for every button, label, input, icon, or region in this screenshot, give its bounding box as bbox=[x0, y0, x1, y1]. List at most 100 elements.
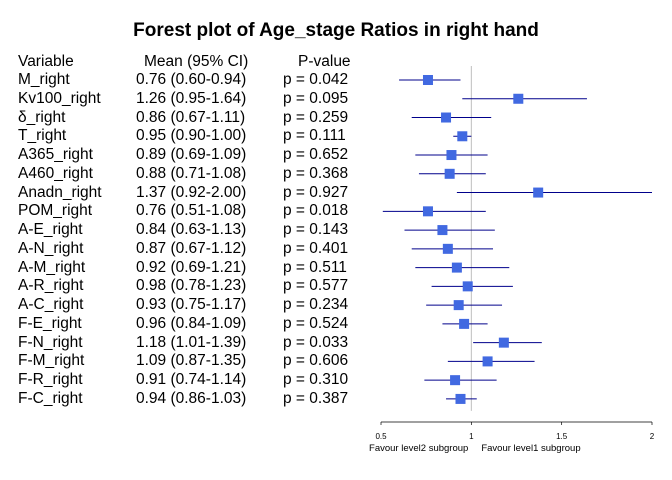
table-row: A-M_right 0.92 (0.69-1.21) p = 0.511 bbox=[0, 259, 380, 278]
point-estimate-marker bbox=[422, 206, 433, 217]
p-value-label: p = 0.234 bbox=[283, 296, 349, 314]
table-row: Kv100_right 1.26 (0.95-1.64) p = 0.095 bbox=[0, 90, 380, 109]
favour-right-label: Favour level1 subgroup bbox=[481, 443, 580, 454]
x-tick-label: 0.5 bbox=[375, 432, 387, 441]
p-value-label: p = 0.368 bbox=[283, 164, 349, 182]
x-tick-label: 1.5 bbox=[556, 432, 568, 441]
p-value-label: p = 0.042 bbox=[283, 71, 349, 88]
point-estimate-marker bbox=[462, 281, 473, 292]
p-value-label: p = 0.033 bbox=[283, 333, 349, 351]
p-value-label: p = 0.018 bbox=[283, 202, 349, 220]
mean-ci-label: 0.98 (0.78-1.23) bbox=[136, 277, 247, 295]
mean-ci-label: 1.26 (0.95-1.64) bbox=[136, 89, 247, 107]
mean-ci-label: 0.88 (0.71-1.08) bbox=[136, 164, 247, 182]
point-estimate-marker bbox=[444, 168, 455, 179]
point-estimate-marker bbox=[451, 262, 462, 273]
column-header-variable: Variable bbox=[18, 53, 74, 70]
p-value-label: p = 0.259 bbox=[283, 108, 349, 126]
point-estimate-marker bbox=[422, 75, 433, 85]
p-value-label: p = 0.524 bbox=[283, 314, 349, 332]
variable-label: A-R_right bbox=[18, 277, 84, 295]
p-value-label: p = 0.652 bbox=[283, 146, 349, 164]
p-value-label: p = 0.387 bbox=[283, 389, 349, 407]
table-row: F-E_right 0.96 (0.84-1.09) p = 0.524 bbox=[0, 315, 380, 334]
variable-label: F-M_right bbox=[18, 352, 85, 370]
mean-ci-label: 1.37 (0.92-2.00) bbox=[136, 183, 247, 201]
x-tick-label: 2 bbox=[650, 432, 655, 441]
p-value-label: p = 0.095 bbox=[283, 89, 349, 107]
table-row: POM_right 0.76 (0.51-1.08) p = 0.018 bbox=[0, 202, 380, 221]
variable-label: A-M_right bbox=[18, 258, 86, 276]
point-estimate-marker bbox=[482, 356, 493, 367]
p-value-label: p = 0.577 bbox=[283, 277, 349, 295]
variable-label: M_right bbox=[18, 71, 70, 88]
variable-label: F-E_right bbox=[18, 314, 82, 332]
mean-ci-label: 0.94 (0.86-1.03) bbox=[136, 389, 247, 407]
p-value-label: p = 0.606 bbox=[283, 352, 349, 370]
point-estimate-marker bbox=[450, 375, 461, 386]
p-value-label: p = 0.143 bbox=[283, 221, 349, 239]
mean-ci-label: 0.86 (0.67-1.11) bbox=[136, 108, 246, 126]
variable-label: A-C_right bbox=[18, 296, 84, 314]
variable-label: Anadn_right bbox=[18, 183, 102, 201]
mean-ci-label: 0.96 (0.84-1.09) bbox=[136, 314, 247, 332]
chart-title: Forest plot of Age_stage Ratios in right… bbox=[133, 20, 539, 41]
variable-label: δ_right bbox=[18, 108, 66, 126]
column-header-p-value: P-value bbox=[298, 53, 351, 70]
point-estimate-marker bbox=[437, 225, 448, 236]
table-row: F-C_right 0.94 (0.86-1.03) p = 0.387 bbox=[0, 390, 380, 409]
table-row: δ_right 0.86 (0.67-1.11) p = 0.259 bbox=[0, 109, 380, 128]
point-estimate-marker bbox=[455, 393, 466, 404]
mean-ci-label: 1.09 (0.87-1.35) bbox=[136, 352, 247, 370]
variable-label: F-R_right bbox=[18, 371, 83, 389]
p-value-label: p = 0.927 bbox=[283, 183, 349, 201]
mean-ci-label: 1.18 (1.01-1.39) bbox=[136, 333, 247, 351]
variable-label: F-N_right bbox=[18, 333, 83, 351]
point-estimate-marker bbox=[498, 337, 509, 348]
table-row: A-E_right 0.84 (0.63-1.13) p = 0.143 bbox=[0, 221, 380, 240]
mean-ci-label: 0.95 (0.90-1.00) bbox=[136, 127, 247, 145]
mean-ci-label: 0.76 (0.51-1.08) bbox=[136, 202, 247, 220]
variable-label: Kv100_right bbox=[18, 89, 101, 107]
table-row: Anadn_right 1.37 (0.92-2.00) p = 0.927 bbox=[0, 184, 380, 203]
table-row: A-N_right 0.87 (0.67-1.12) p = 0.401 bbox=[0, 240, 380, 259]
variable-label: POM_right bbox=[18, 202, 93, 220]
point-estimate-marker bbox=[533, 187, 544, 198]
variable-label: A-N_right bbox=[18, 239, 84, 257]
table-row: A-C_right 0.93 (0.75-1.17) p = 0.234 bbox=[0, 296, 380, 315]
mean-ci-label: 0.76 (0.60-0.94) bbox=[136, 71, 247, 88]
favour-left-label: Favour level2 subgroup bbox=[369, 443, 468, 454]
forest-table: M_right 0.76 (0.60-0.94) p = 0.042 Kv100_ri… bbox=[0, 71, 380, 409]
mean-ci-label: 0.93 (0.75-1.17) bbox=[136, 296, 247, 314]
table-row: A-R_right 0.98 (0.78-1.23) p = 0.577 bbox=[0, 277, 380, 296]
variable-label: A-E_right bbox=[18, 221, 83, 239]
table-row: A365_right 0.89 (0.69-1.09) p = 0.652 bbox=[0, 146, 380, 165]
variable-label: A365_right bbox=[18, 146, 93, 164]
point-estimate-marker bbox=[442, 243, 453, 254]
point-estimate-marker bbox=[457, 131, 468, 142]
point-estimate-marker bbox=[453, 300, 464, 311]
table-row: F-N_right 1.18 (1.01-1.39) p = 0.033 bbox=[0, 334, 380, 353]
p-value-label: p = 0.111 bbox=[283, 127, 346, 145]
point-estimate-marker bbox=[441, 112, 452, 123]
p-value-label: p = 0.310 bbox=[283, 371, 349, 389]
p-value-label: p = 0.511 bbox=[283, 258, 347, 276]
table-row: T_right 0.95 (0.90-1.00) p = 0.111 bbox=[0, 127, 380, 146]
table-row: F-R_right 0.91 (0.74-1.14) p = 0.310 bbox=[0, 371, 380, 390]
mean-ci-label: 0.91 (0.74-1.14) bbox=[136, 371, 247, 389]
mean-ci-label: 0.87 (0.67-1.12) bbox=[136, 239, 247, 257]
variable-label: F-C_right bbox=[18, 389, 83, 407]
column-header-mean-ci: Mean (95% CI) bbox=[144, 53, 249, 70]
variable-label: A460_right bbox=[18, 164, 93, 182]
point-estimate-marker bbox=[513, 93, 524, 104]
table-row: F-M_right 1.09 (0.87-1.35) p = 0.606 bbox=[0, 352, 380, 371]
mean-ci-label: 0.89 (0.69-1.09) bbox=[136, 146, 247, 164]
variable-label: T_right bbox=[18, 127, 67, 145]
mean-ci-label: 0.92 (0.69-1.21) bbox=[136, 258, 247, 276]
mean-ci-label: 0.84 (0.63-1.13) bbox=[136, 221, 247, 239]
point-estimate-marker bbox=[459, 318, 470, 329]
p-value-label: p = 0.401 bbox=[283, 239, 349, 257]
point-estimate-marker bbox=[446, 150, 457, 161]
table-row: A460_right 0.88 (0.71-1.08) p = 0.368 bbox=[0, 165, 380, 184]
